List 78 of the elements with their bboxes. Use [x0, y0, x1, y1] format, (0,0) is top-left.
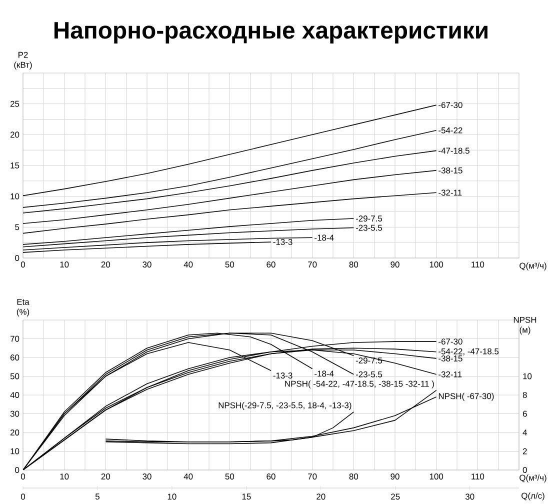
- x-tick-label: 0: [20, 474, 26, 480]
- series-label: NPSH(-29-7.5, -23-5.5, 18-4, -13-3): [218, 402, 352, 410]
- x2-tick-label: 5: [95, 494, 100, 500]
- y-tick-label: 0: [15, 467, 20, 473]
- series-label: -18-4: [314, 234, 334, 241]
- x-axis-title: Q(м³/ч): [520, 262, 546, 270]
- x-tick-label: 50: [225, 474, 234, 480]
- x-tick-label: 20: [101, 262, 110, 268]
- y-tick-label: 30: [10, 410, 20, 417]
- chart-title: Напорно-расходные характеристики: [54, 22, 488, 44]
- y2-tick-label: 2: [522, 448, 527, 454]
- x-tick-label: 10: [60, 474, 69, 480]
- x-tick-label: 90: [390, 262, 400, 268]
- x-tick-label: 50: [225, 262, 234, 268]
- y-tick-label: 20: [10, 430, 20, 436]
- series-label: -67-30: [438, 338, 462, 345]
- y-tick-label: 40: [10, 392, 20, 398]
- y-tick-label: 10: [10, 448, 20, 454]
- x2-tick-label: 20: [316, 494, 326, 500]
- y-axis-title: Eta (%): [16, 298, 30, 316]
- y-tick-label: 25: [10, 100, 20, 107]
- x-tick-label: 40: [184, 474, 193, 480]
- series-label: -13-3: [273, 238, 292, 245]
- x-tick-label: 0: [20, 262, 26, 268]
- x-tick-label: 30: [142, 262, 152, 268]
- y-tick-label: 10: [10, 193, 20, 200]
- x-tick-label: 110: [472, 262, 484, 268]
- series-label: -38-15: [438, 355, 462, 362]
- x-tick-label: 70: [308, 262, 317, 268]
- series-label: NPSH( -67-30): [438, 392, 494, 401]
- x-tick-label: 30: [142, 474, 152, 480]
- x2-tick-label: 0: [20, 494, 26, 500]
- series-label: -47-18.5: [438, 148, 470, 154]
- x-tick-label: 40: [184, 262, 193, 268]
- y2-axis-title: NPSH (м): [514, 316, 536, 334]
- series-label: -18-4: [314, 370, 334, 377]
- series-label: -54-22: [438, 127, 462, 134]
- x-tick-label: 60: [266, 262, 276, 268]
- y-tick-label: 20: [10, 132, 20, 138]
- series-label: -23-5.5: [356, 371, 382, 378]
- y-tick-label: 60: [10, 354, 20, 360]
- series-label: -32-11: [438, 371, 462, 378]
- x-tick-label: 90: [390, 474, 400, 480]
- x-tick-label: 80: [349, 262, 358, 268]
- y-axis-title: P2 (кВт): [14, 52, 32, 70]
- y2-tick-label: 6: [522, 410, 527, 417]
- y-tick-label: 15: [10, 162, 20, 168]
- x-tick-label: 10: [60, 262, 69, 268]
- series-label: -67-30: [438, 102, 462, 108]
- x-tick-label: 100: [430, 262, 444, 268]
- series-label: -32-11: [438, 190, 462, 196]
- series-label: -29-7.5: [356, 358, 382, 364]
- y2-tick-label: 4: [522, 430, 527, 436]
- x2-tick-label: 15: [242, 494, 251, 500]
- series-label: -29-7.5: [356, 216, 382, 222]
- x-axis-title: Q(м³/ч): [520, 474, 546, 482]
- y-tick-label: 50: [10, 373, 20, 380]
- y-tick-label: 5: [15, 224, 20, 230]
- x2-tick-label: 10: [168, 494, 176, 500]
- x-tick-label: 60: [266, 474, 276, 480]
- y2-tick-label: 8: [522, 392, 527, 398]
- x-tick-label: 80: [349, 474, 358, 480]
- series-label: NPSH( -54-22, -47-18.5, -38-15 -32-11 ): [285, 380, 434, 388]
- y2-tick-label: 0: [522, 467, 527, 473]
- series-label: -38-15: [438, 167, 462, 174]
- x-tick-label: 20: [101, 474, 110, 480]
- y2-tick-label: 10: [523, 373, 532, 380]
- x-tick-label: 100: [430, 474, 444, 480]
- x2-axis-title: Q(л/с): [522, 492, 544, 500]
- y-tick-label: 0: [15, 255, 20, 261]
- y-tick-label: 70: [10, 336, 20, 342]
- series-label: -23-5.5: [356, 224, 382, 231]
- x-tick-label: 110: [472, 474, 484, 480]
- series-label: -54-22, -47-18.5: [438, 348, 499, 356]
- x2-tick-label: 30: [465, 494, 474, 500]
- series-label: -13-3: [273, 372, 292, 379]
- x-tick-label: 70: [308, 474, 317, 480]
- x2-tick-label: 25: [391, 494, 400, 500]
